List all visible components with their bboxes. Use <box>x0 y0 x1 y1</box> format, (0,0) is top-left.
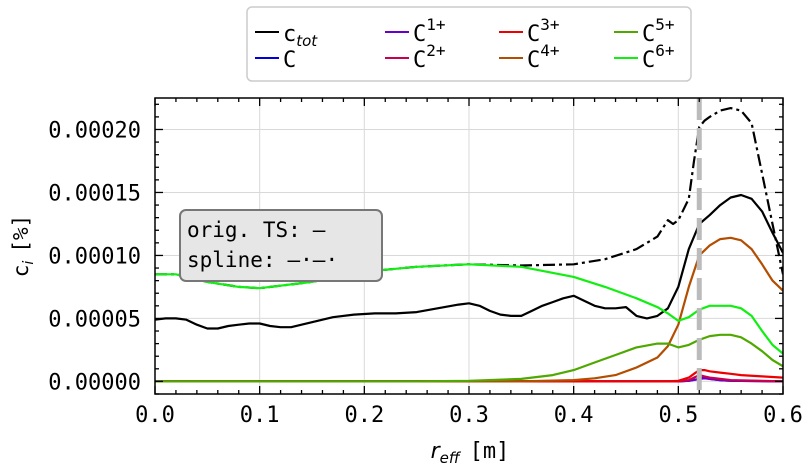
annotation-background <box>179 209 383 282</box>
axis-ticks <box>154 98 784 395</box>
legend-entry: C2+ <box>385 41 446 73</box>
legend-label: C5+ <box>642 15 675 47</box>
series-line <box>155 193 783 330</box>
x-tick-label: 0.5 <box>658 403 698 428</box>
y-tick-label: 0.00020 <box>48 118 141 143</box>
series-line <box>155 369 783 383</box>
legend-label: C6+ <box>642 41 675 73</box>
x-tick-label: 0.2 <box>344 403 384 428</box>
y-tick-label: 0.00000 <box>48 370 141 395</box>
legend-entry: C4+ <box>499 41 560 73</box>
y-axis-tick-labels: 0.00000 0.00005 0.00010 0.00015 0.00020 <box>48 118 141 395</box>
y-tick-label: 0.00005 <box>48 307 141 332</box>
annotation-orig-label: orig. TS: <box>187 218 301 242</box>
legend-entry: C1+ <box>385 15 446 47</box>
x-tick-label: 0.0 <box>135 403 175 428</box>
legend-entry: C5+ <box>614 15 675 47</box>
series-layer <box>155 106 783 383</box>
x-axis-tick-labels: 0.0 0.1 0.2 0.3 0.4 0.5 0.6 <box>135 403 803 428</box>
legend-box <box>246 6 692 82</box>
plot-area <box>154 97 784 395</box>
legend-label: C3+ <box>527 15 560 47</box>
series-line <box>155 333 783 383</box>
annotation-box: orig. TS: — spline: —·—· <box>179 209 383 282</box>
x-tick-label: 0.3 <box>449 403 489 428</box>
y-axis-label: ci[%] <box>9 215 37 277</box>
y-tick-label: 0.00010 <box>48 244 141 269</box>
legend-label: C <box>283 48 296 73</box>
annotation-line-spline: spline: —·—· <box>187 248 338 272</box>
x-tick-label: 0.4 <box>554 403 594 428</box>
annotation-spline-label: spline: <box>187 248 276 272</box>
x-axis-label: reff [m] <box>431 439 510 467</box>
legend-entry: ctot <box>255 22 318 50</box>
y-tick-label: 0.00015 <box>48 181 141 206</box>
legend-label: C4+ <box>527 41 560 73</box>
legend-entry: C3+ <box>499 15 560 47</box>
annotation-spline-marker: —·—· <box>288 248 339 272</box>
annotation-line-orig: orig. TS: — <box>187 218 326 242</box>
series-line <box>155 236 783 383</box>
legend-label: C2+ <box>413 41 446 73</box>
series-line <box>155 374 783 383</box>
legend-entry: C <box>255 48 296 73</box>
legend-label: C1+ <box>413 15 446 47</box>
legend-label: ctot <box>283 22 318 50</box>
x-tick-label: 0.1 <box>240 403 280 428</box>
legend-entry: C6+ <box>614 41 675 73</box>
annotation-orig-marker: — <box>313 218 326 242</box>
x-tick-label: 0.6 <box>763 403 803 428</box>
series-line <box>155 263 783 355</box>
